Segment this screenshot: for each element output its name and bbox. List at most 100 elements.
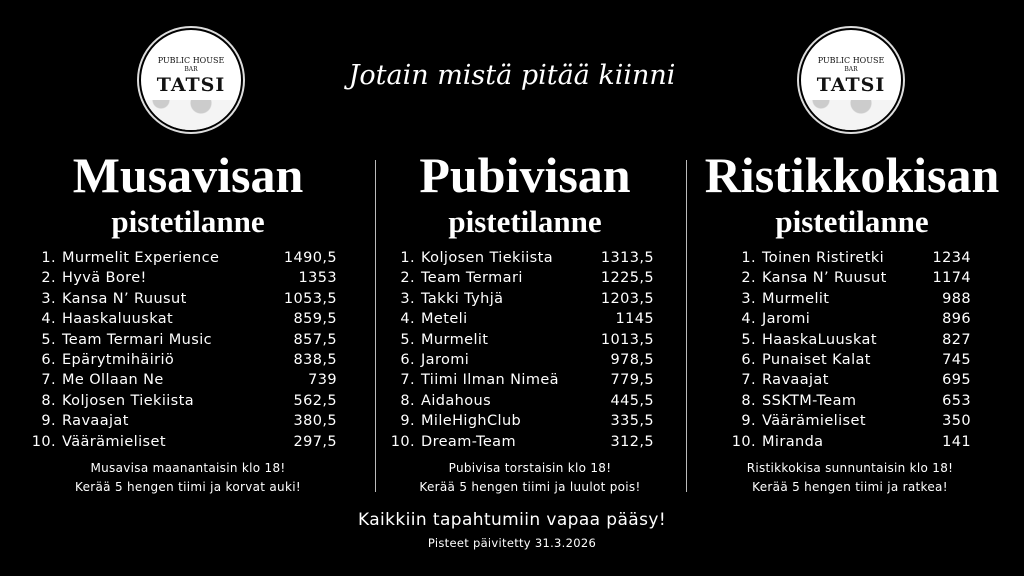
rank: 6. — [741, 351, 756, 368]
rank: 7. — [741, 372, 756, 389]
leaderboard-ristikkokisa: 1. Toinen Ristiretki 1234 2. Kansa N’ Ruusut… — [730, 248, 971, 452]
leaderboard-musavisa: 1. Murmelit Experience 1490,5 2. Hyvä Bore! 1… — [30, 248, 337, 452]
team-name: Team Termari — [421, 270, 523, 287]
team-text: Kerää 5 hengen tiimi ja korvat auki! — [75, 480, 301, 494]
leaderboard-row: 9. Ravaajat 380,5 — [30, 411, 337, 431]
column-note: Pubivisa torstaisin klo 18! Kerää 5 heng… — [380, 459, 680, 497]
score: 988 — [942, 290, 971, 307]
leaderboard-row: 10. Miranda 141 — [730, 432, 971, 452]
column-heading-1: Pubivisan pistetilanne — [375, 146, 675, 240]
score: 857,5 — [293, 331, 337, 348]
leaderboard-row: 10. Väärämieliset 297,5 — [30, 432, 337, 452]
rank: 10. — [31, 433, 56, 450]
team-name: HaaskaLuuskat — [762, 331, 877, 348]
team-name: Koljosen Tiekiista — [62, 392, 195, 409]
leaderboard-row: 3. Takki Tyhjä 1203,5 — [389, 289, 654, 309]
column-subtitle: pistetilanne — [448, 204, 602, 239]
team-name: Hyvä Bore! — [62, 270, 147, 287]
score: 1053,5 — [283, 290, 337, 307]
score: 141 — [942, 433, 971, 450]
rank: 7. — [41, 372, 56, 389]
score: 1145 — [615, 311, 654, 328]
logo-text: BAR — [184, 66, 198, 73]
logo-text: PUBLIC HOUSE — [817, 56, 885, 65]
rank: 7. — [400, 372, 415, 389]
score: 978,5 — [610, 351, 654, 368]
column-heading-0: Musavisan pistetilanne — [38, 146, 338, 240]
leaderboard-row: 4. Meteli 1145 — [389, 309, 654, 329]
logo-text: PUBLIC HOUSE — [157, 56, 225, 65]
rank: 1. — [741, 250, 756, 266]
leaderboard-row: 9. MileHighClub 335,5 — [389, 411, 654, 431]
team-name: Punaiset Kalat — [762, 351, 871, 368]
rank: 9. — [741, 413, 756, 430]
rank: 10. — [731, 433, 756, 450]
schedule-text: Ristikkokisa sunnuntaisin klo 18! — [746, 461, 954, 475]
leaderboard-row: 5. HaaskaLuuskat 827 — [730, 330, 971, 350]
leaderboard-row: 6. Punaiset Kalat 745 — [730, 350, 971, 370]
rank: 8. — [400, 392, 415, 409]
leaderboard-row: 1. Koljosen Tiekiista 1313,5 — [389, 248, 654, 268]
column-title: Ristikkokisan — [704, 147, 1000, 203]
leaderboard-row: 1. Murmelit Experience 1490,5 — [30, 248, 337, 268]
score: 827 — [942, 331, 971, 348]
team-name: Meteli — [421, 311, 468, 328]
rank: 6. — [400, 351, 415, 368]
team-text: Kerää 5 hengen tiimi ja luulot pois! — [419, 480, 641, 494]
schedule-text: Musavisa maanantaisin klo 18! — [90, 461, 286, 475]
column-title: Musavisan — [72, 147, 304, 203]
logo-text: TATSI — [816, 74, 886, 96]
team-name: Väärämieliset — [62, 433, 166, 450]
score: 1225,5 — [600, 270, 654, 287]
leaderboard-row: 5. Murmelit 1013,5 — [389, 330, 654, 350]
team-name: Team Termari Music — [62, 331, 213, 348]
team-name: Haaskaluuskat — [62, 311, 174, 328]
leaderboard-row: 2. Team Termari 1225,5 — [389, 268, 654, 288]
divider — [375, 160, 376, 492]
score: 1203,5 — [600, 290, 654, 307]
leaderboard-row: 8. SSKTM-Team 653 — [730, 391, 971, 411]
rank: 8. — [41, 392, 56, 409]
score: 653 — [942, 392, 971, 409]
leaderboard-row: 1. Toinen Ristiretki 1234 — [730, 248, 971, 268]
leaderboard-row: 10. Dream-Team 312,5 — [389, 432, 654, 452]
column-note: Ristikkokisa sunnuntaisin klo 18! Kerää … — [700, 459, 1000, 497]
team-name: Kansa N’ Ruusut — [762, 270, 887, 287]
leaderboard-row: 2. Hyvä Bore! 1353 — [30, 268, 337, 288]
rank: 10. — [390, 433, 415, 450]
schedule-text: Pubivisa torstaisin klo 18! — [448, 461, 612, 475]
score: 1013,5 — [600, 331, 654, 348]
leaderboard-row: 2. Kansa N’ Ruusut 1174 — [730, 268, 971, 288]
leaderboard-row: 7. Me Ollaan Ne 739 — [30, 370, 337, 390]
score: 350 — [942, 413, 971, 430]
team-name: Ravaajat — [62, 413, 129, 430]
team-name: Miranda — [762, 433, 824, 450]
score: 1490,5 — [283, 250, 337, 266]
rank: 2. — [741, 270, 756, 287]
rank: 1. — [400, 250, 415, 266]
rank: 5. — [741, 331, 756, 348]
leaderboard-row: 4. Haaskaluuskat 859,5 — [30, 309, 337, 329]
leaderboard-row: 8. Aidahous 445,5 — [389, 391, 654, 411]
column-subtitle: pistetilanne — [111, 204, 265, 239]
score: 1174 — [932, 270, 971, 287]
logo-foam — [141, 100, 241, 130]
rank: 1. — [41, 250, 56, 266]
updated-date: Pisteet päivitetty 31.3.2026 — [427, 536, 597, 550]
leaderboard-pubivisa: 1. Koljosen Tiekiista 1313,5 2. Team Termari… — [389, 248, 654, 452]
team-name: Väärämieliset — [762, 413, 866, 430]
rank: 2. — [41, 270, 56, 287]
rank: 8. — [741, 392, 756, 409]
score: 739 — [308, 372, 337, 389]
logo-foam — [801, 100, 901, 130]
rank: 6. — [41, 351, 56, 368]
score: 695 — [942, 372, 971, 389]
team-name: Aidahous — [421, 392, 492, 409]
team-name: Kansa N’ Ruusut — [62, 290, 187, 307]
column-subtitle: pistetilanne — [775, 204, 929, 239]
score: 779,5 — [610, 372, 654, 389]
team-name: Jaromi — [762, 311, 811, 328]
team-name: Murmelit — [421, 331, 489, 348]
leaderboard-row: 8. Koljosen Tiekiista 562,5 — [30, 391, 337, 411]
leaderboard-row: 6. Jaromi 978,5 — [389, 350, 654, 370]
